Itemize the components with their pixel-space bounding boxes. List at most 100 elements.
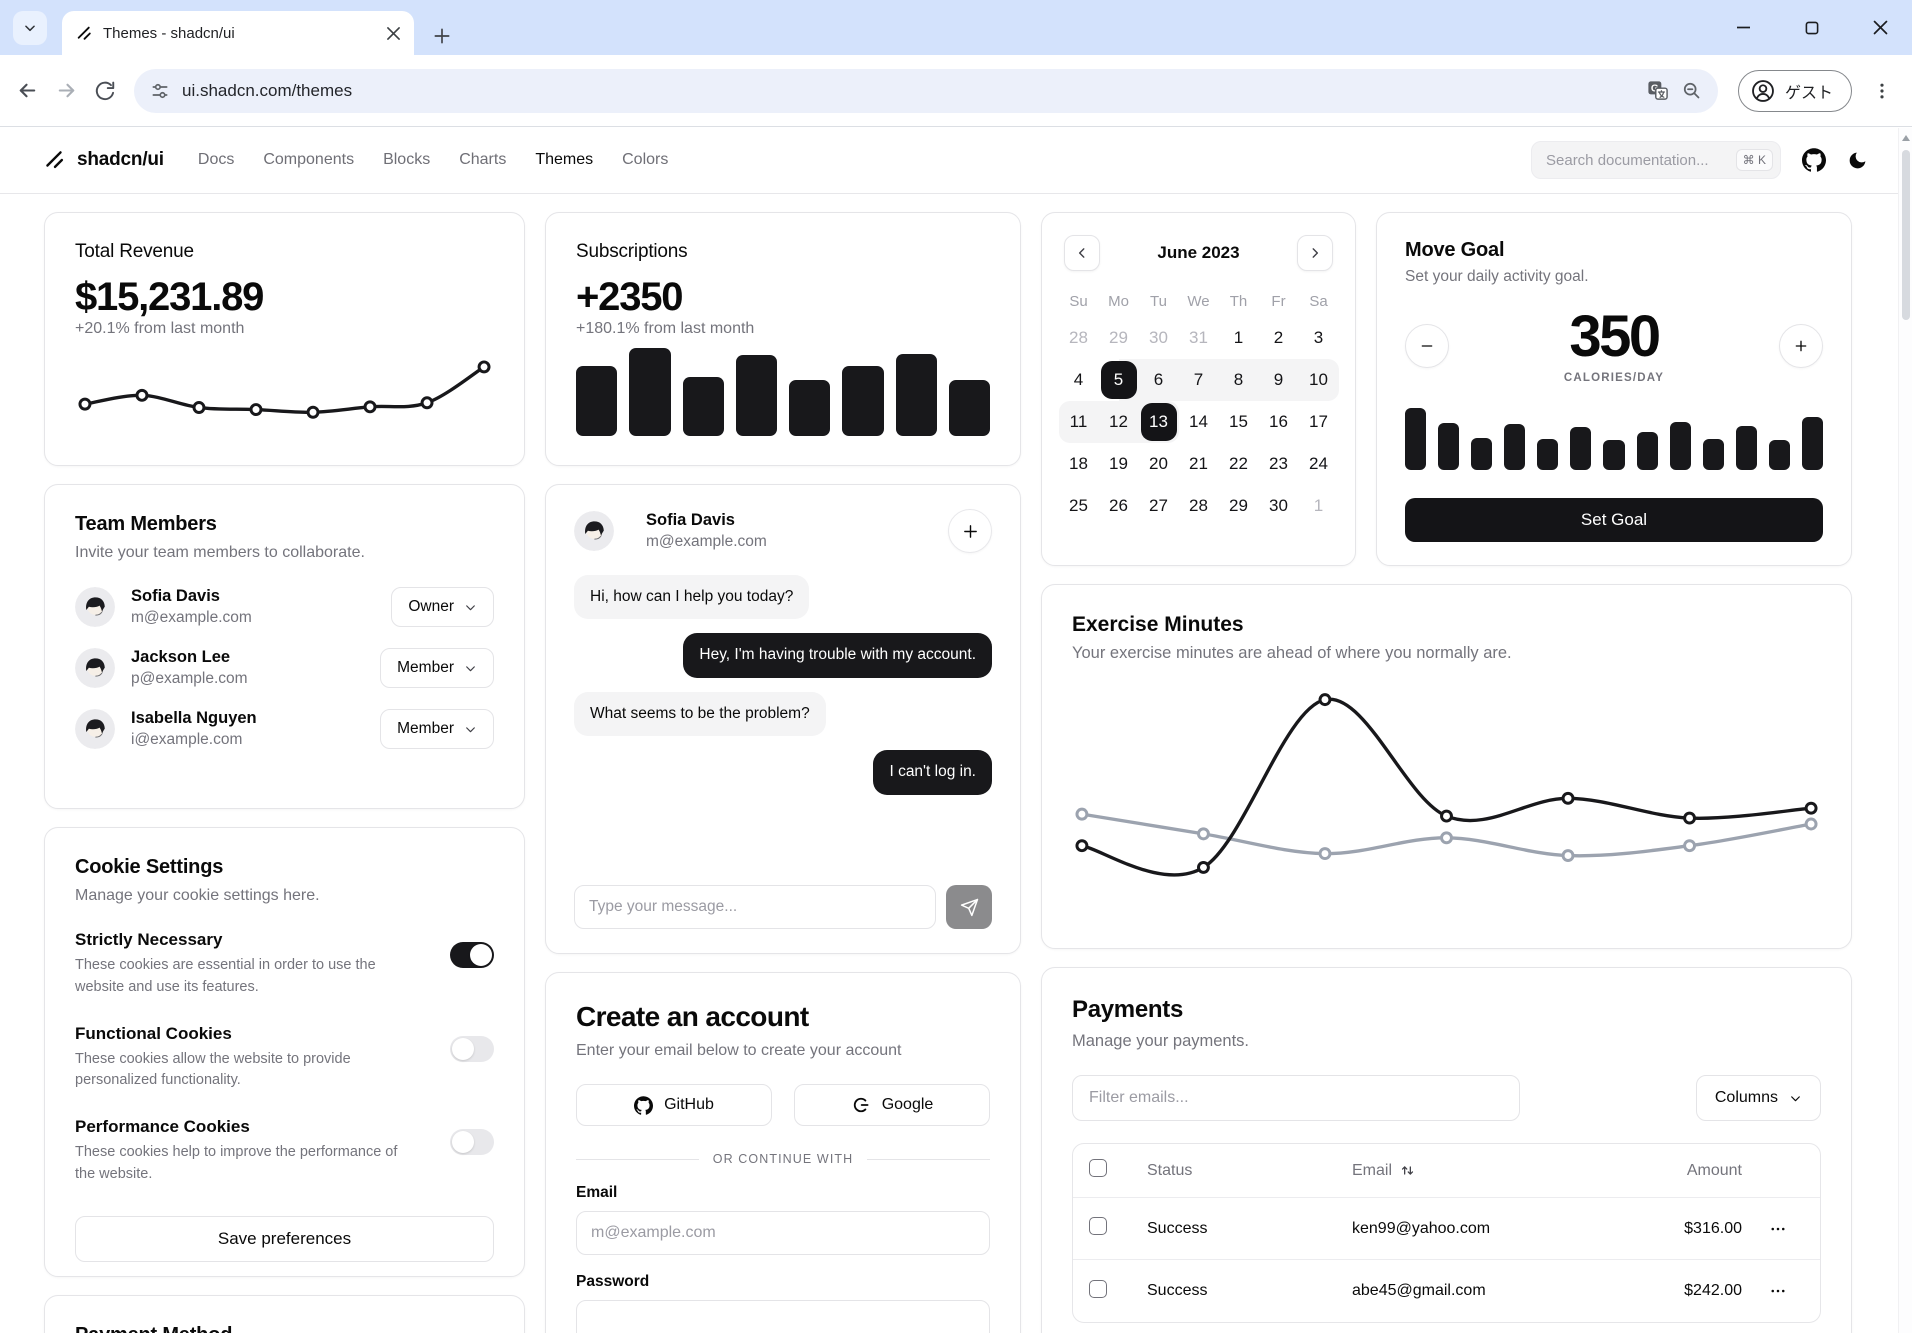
email-field[interactable] <box>576 1211 990 1255</box>
decrease-goal-button[interactable] <box>1405 324 1449 368</box>
keyboard-shortcut-badge: ⌘ K <box>1735 149 1773 171</box>
maximize-button[interactable] <box>1805 21 1819 35</box>
password-field[interactable] <box>576 1300 990 1333</box>
tab-search-button[interactable] <box>13 10 47 45</box>
row-actions-button[interactable] <box>1746 1282 1810 1300</box>
calendar-day[interactable]: 7 <box>1178 359 1219 401</box>
calendar-day[interactable]: 2 <box>1273 328 1284 347</box>
calendar-day[interactable]: 12 <box>1098 401 1139 443</box>
calendar-day[interactable]: 28 <box>1069 328 1088 347</box>
github-signup-button[interactable]: GitHub <box>576 1084 772 1126</box>
close-window-button[interactable] <box>1873 20 1888 35</box>
calendar-day[interactable]: 25 <box>1069 496 1088 515</box>
browser-menu-button[interactable] <box>1868 81 1896 101</box>
calendar-day[interactable]: 5 <box>1098 359 1139 401</box>
url-text[interactable]: ui.shadcn.com/themes <box>182 80 353 100</box>
calendar-day[interactable]: 14 <box>1189 412 1208 431</box>
goal-bar-chart <box>1405 408 1824 470</box>
new-tab-button[interactable] <box>432 26 452 46</box>
calendar-day[interactable]: 19 <box>1109 454 1128 473</box>
payment-amount: $316.00 <box>1684 1219 1742 1237</box>
forward-button[interactable] <box>55 79 78 102</box>
calendar-day[interactable]: 27 <box>1149 496 1168 515</box>
sort-icon[interactable] <box>1399 1162 1416 1179</box>
toggle-switch[interactable] <box>450 1035 494 1062</box>
reload-button[interactable] <box>94 80 116 102</box>
brand[interactable]: shadcn/ui <box>44 149 164 171</box>
scrollbar-thumb[interactable] <box>1902 150 1910 320</box>
calendar-day[interactable]: 18 <box>1069 454 1088 473</box>
set-goal-button[interactable]: Set Goal <box>1405 498 1823 542</box>
minimize-button[interactable] <box>1736 20 1751 35</box>
doc-search-input[interactable]: Search documentation... ⌘ K <box>1531 141 1781 179</box>
calendar-day[interactable]: 28 <box>1189 496 1208 515</box>
nav-charts[interactable]: Charts <box>459 151 507 168</box>
chat-message-input[interactable] <box>574 885 936 929</box>
toggle-switch[interactable] <box>450 1129 494 1155</box>
row-actions-button[interactable] <box>1746 1220 1810 1238</box>
nav-colors[interactable]: Colors <box>622 151 669 168</box>
nav-docs[interactable]: Docs <box>197 151 235 168</box>
calendar-day[interactable]: 29 <box>1109 328 1128 347</box>
site-settings-icon[interactable] <box>150 81 170 101</box>
calendar-day[interactable]: 13 <box>1138 401 1179 443</box>
calendar-day[interactable]: 16 <box>1269 412 1288 431</box>
role-label: Member <box>397 720 454 737</box>
calendar-day[interactable]: 29 <box>1229 496 1248 515</box>
translate-icon[interactable]: G <box>1646 79 1669 102</box>
send-message-button[interactable] <box>946 885 992 929</box>
select-all-checkbox[interactable] <box>1089 1159 1107 1177</box>
row-checkbox[interactable] <box>1089 1217 1107 1235</box>
calendar-day[interactable]: 15 <box>1229 412 1248 431</box>
calendar-day[interactable]: 4 <box>1073 370 1084 389</box>
nav-components[interactable]: Components <box>263 151 355 168</box>
nav-themes[interactable]: Themes <box>535 151 594 168</box>
calendar-day[interactable]: 31 <box>1189 328 1208 347</box>
filter-emails-input[interactable] <box>1072 1075 1520 1121</box>
calendar-day[interactable]: 30 <box>1269 496 1288 515</box>
calendar-prev-button[interactable] <box>1064 235 1100 271</box>
address-bar[interactable]: ui.shadcn.com/themes G <box>134 68 1718 113</box>
calendar-day[interactable]: 21 <box>1189 454 1208 473</box>
calendar-day[interactable]: 8 <box>1218 359 1259 401</box>
tab-close-icon[interactable] <box>387 26 400 40</box>
profile-button[interactable]: ゲスト <box>1737 69 1852 112</box>
calendar-day[interactable]: 30 <box>1149 328 1168 347</box>
calendar-day[interactable]: 17 <box>1309 412 1328 431</box>
calendar-day[interactable]: 22 <box>1229 454 1248 473</box>
toggle-switch[interactable] <box>450 942 494 968</box>
calendar-day[interactable]: 20 <box>1149 454 1168 473</box>
scrollbar-up-arrow[interactable] <box>1902 135 1910 141</box>
page-scrollbar[interactable] <box>1898 128 1912 1333</box>
calendar-day[interactable]: 11 <box>1058 401 1099 443</box>
google-signup-button[interactable]: Google <box>794 1084 990 1126</box>
calendar-day[interactable]: 1 <box>1313 496 1324 515</box>
role-select[interactable]: Member <box>380 709 494 749</box>
columns-button-label: Columns <box>1714 1089 1778 1106</box>
add-chat-button[interactable] <box>948 509 992 553</box>
calendar-next-button[interactable] <box>1296 235 1333 271</box>
bar <box>1570 427 1592 470</box>
calendar-day[interactable]: 23 <box>1269 454 1288 473</box>
role-select[interactable]: Owner <box>391 587 494 627</box>
nav-blocks[interactable]: Blocks <box>383 151 431 168</box>
row-checkbox[interactable] <box>1089 1279 1107 1298</box>
github-icon[interactable] <box>1802 148 1826 172</box>
back-button[interactable] <box>16 79 39 102</box>
increase-goal-button[interactable] <box>1779 324 1823 368</box>
calendar-day[interactable]: 1 <box>1233 328 1244 347</box>
calendar-day[interactable]: 6 <box>1138 359 1179 401</box>
columns-dropdown-button[interactable]: Columns <box>1695 1075 1821 1121</box>
calendar-day[interactable]: 3 <box>1313 328 1324 347</box>
calendar-day[interactable]: 10 <box>1298 359 1339 401</box>
calendar-day[interactable]: 9 <box>1258 359 1299 401</box>
zoom-out-icon[interactable] <box>1681 80 1702 101</box>
calendar-day[interactable]: 24 <box>1309 454 1328 473</box>
team-member-row: Jackson Lee p@example.com Member <box>75 648 494 688</box>
role-select[interactable]: Member <box>380 648 494 688</box>
save-preferences-button[interactable]: Save preferences <box>75 1215 494 1262</box>
dark-mode-toggle-icon[interactable] <box>1847 150 1868 171</box>
email-column-header[interactable]: Email <box>1352 1161 1393 1179</box>
browser-tab[interactable]: Themes - shadcn/ui <box>62 11 414 55</box>
calendar-day[interactable]: 26 <box>1109 496 1128 515</box>
